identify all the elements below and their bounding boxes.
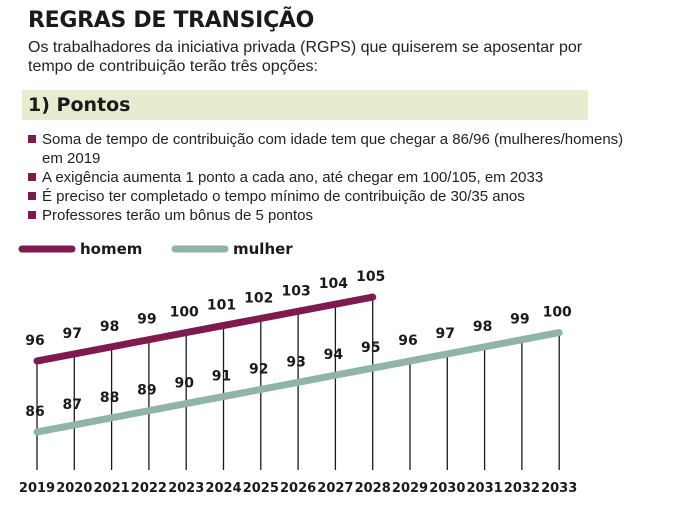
data-label-mulher: 97 bbox=[436, 326, 455, 342]
data-label-mulher: 98 bbox=[473, 319, 492, 335]
rules-list: Soma de tempo de contribuição com idade … bbox=[28, 130, 628, 225]
x-tick-label: 2020 bbox=[56, 481, 92, 496]
section-band bbox=[22, 90, 588, 120]
data-label-mulher: 99 bbox=[510, 312, 529, 328]
rule-item: Soma de tempo de contribuição com idade … bbox=[28, 130, 628, 168]
rule-text: Soma de tempo de contribuição com idade … bbox=[42, 131, 624, 167]
bullet-square-icon bbox=[28, 211, 36, 219]
data-label-mulher: 91 bbox=[212, 369, 231, 385]
data-label-homem: 96 bbox=[25, 333, 44, 349]
chart-title: REGRAS DE TRANSIÇÃO bbox=[28, 8, 315, 33]
data-label-homem: 100 bbox=[170, 305, 199, 321]
x-tick-label: 2032 bbox=[504, 481, 540, 496]
legend-label-mulher: mulher bbox=[233, 240, 293, 258]
data-label-mulher: 88 bbox=[100, 390, 119, 406]
x-tick-label: 2025 bbox=[243, 481, 279, 496]
data-label-mulher: 100 bbox=[543, 305, 572, 321]
data-label-homem: 99 bbox=[137, 312, 156, 328]
bullet-square-icon bbox=[28, 135, 36, 143]
data-label-mulher: 90 bbox=[174, 376, 194, 392]
data-label-homem: 102 bbox=[244, 290, 273, 306]
rule-text: A exigência aumenta 1 ponto a cada ano, … bbox=[42, 169, 544, 186]
x-tick-label: 2019 bbox=[19, 481, 55, 496]
data-label-mulher: 94 bbox=[324, 347, 344, 363]
bullet-square-icon bbox=[28, 192, 36, 200]
data-label-homem: 105 bbox=[356, 269, 385, 285]
rule-item: A exigência aumenta 1 ponto a cada ano, … bbox=[28, 168, 628, 187]
data-label-mulher: 87 bbox=[63, 397, 82, 413]
x-tick-label: 2026 bbox=[280, 481, 316, 496]
x-tick-label: 2028 bbox=[355, 481, 391, 496]
rule-text: Professores terão um bônus de 5 pontos bbox=[42, 207, 313, 224]
bullet-square-icon bbox=[28, 173, 36, 181]
data-label-homem: 97 bbox=[63, 326, 82, 342]
x-tick-label: 2023 bbox=[168, 481, 204, 496]
rule-item: Professores terão um bônus de 5 pontos bbox=[28, 206, 628, 225]
legend-label-homem: homem bbox=[80, 240, 142, 258]
value-labels: 96 97 98 99 100 101 102 103 104 105 86 87 88 89 90 91 92… bbox=[25, 269, 572, 420]
data-label-mulher: 96 bbox=[398, 333, 417, 349]
rule-text: É preciso ter completado o tempo mínimo … bbox=[42, 188, 525, 205]
year-guidelines bbox=[36, 295, 560, 470]
x-tick-label: 2027 bbox=[317, 481, 353, 496]
x-tick-label: 2031 bbox=[467, 481, 503, 496]
data-label-homem: 98 bbox=[100, 319, 119, 335]
data-label-homem: 101 bbox=[207, 298, 236, 314]
x-tick-label: 2030 bbox=[429, 481, 465, 496]
legend: homem mulher bbox=[18, 240, 293, 258]
data-label-mulher: 93 bbox=[286, 354, 305, 370]
section-title: 1) Pontos bbox=[28, 94, 131, 116]
data-label-mulher: 89 bbox=[137, 383, 156, 399]
data-label-mulher: 92 bbox=[249, 361, 268, 377]
series-line-homem bbox=[33, 293, 377, 365]
data-label-mulher: 95 bbox=[361, 340, 380, 356]
rule-item: É preciso ter completado o tempo mínimo … bbox=[28, 187, 628, 206]
series-lines bbox=[33, 293, 563, 436]
x-tick-label: 2024 bbox=[205, 481, 241, 496]
data-label-homem: 103 bbox=[281, 283, 310, 299]
x-tick-label: 2021 bbox=[94, 481, 130, 496]
x-tick-label: 2029 bbox=[392, 481, 428, 496]
series-line-mulher bbox=[33, 329, 563, 436]
data-label-homem: 104 bbox=[319, 276, 348, 292]
chart-subtitle: Os trabalhadores da iniciativa privada (… bbox=[28, 39, 583, 75]
x-tick-label: 2022 bbox=[131, 481, 167, 496]
data-label-mulher: 86 bbox=[25, 404, 44, 420]
x-tick-label: 2033 bbox=[541, 481, 577, 496]
x-axis-ticks: 2019 2020 2021 2022 2023 2024 2025 2026 2027 2028… bbox=[19, 481, 577, 496]
